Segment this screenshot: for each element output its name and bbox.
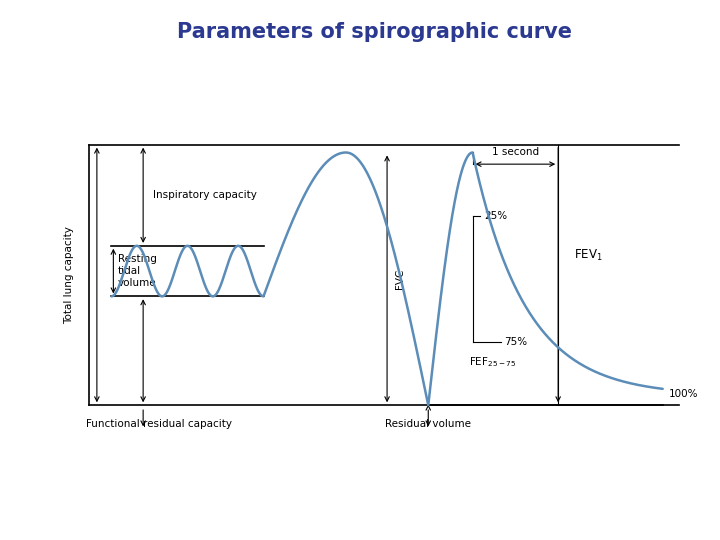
Text: FVC: FVC: [395, 269, 405, 289]
Text: Resting
tidal
volume: Resting tidal volume: [118, 254, 157, 288]
Text: Parameters of spirographic curve: Parameters of spirographic curve: [177, 22, 572, 42]
Text: FEF$_{25-75}$: FEF$_{25-75}$: [469, 356, 517, 369]
Text: 75%: 75%: [504, 337, 528, 347]
Text: Functional residual capacity: Functional residual capacity: [86, 419, 232, 429]
Text: FEV$_1$: FEV$_1$: [574, 248, 603, 263]
Text: Inspiratory capacity: Inspiratory capacity: [153, 190, 256, 200]
Text: Total lung capacity: Total lung capacity: [64, 226, 74, 324]
Text: Residual volume: Residual volume: [385, 419, 472, 429]
Text: 25%: 25%: [484, 211, 507, 221]
Text: 100%: 100%: [669, 389, 698, 399]
Text: 1 second: 1 second: [492, 147, 539, 157]
